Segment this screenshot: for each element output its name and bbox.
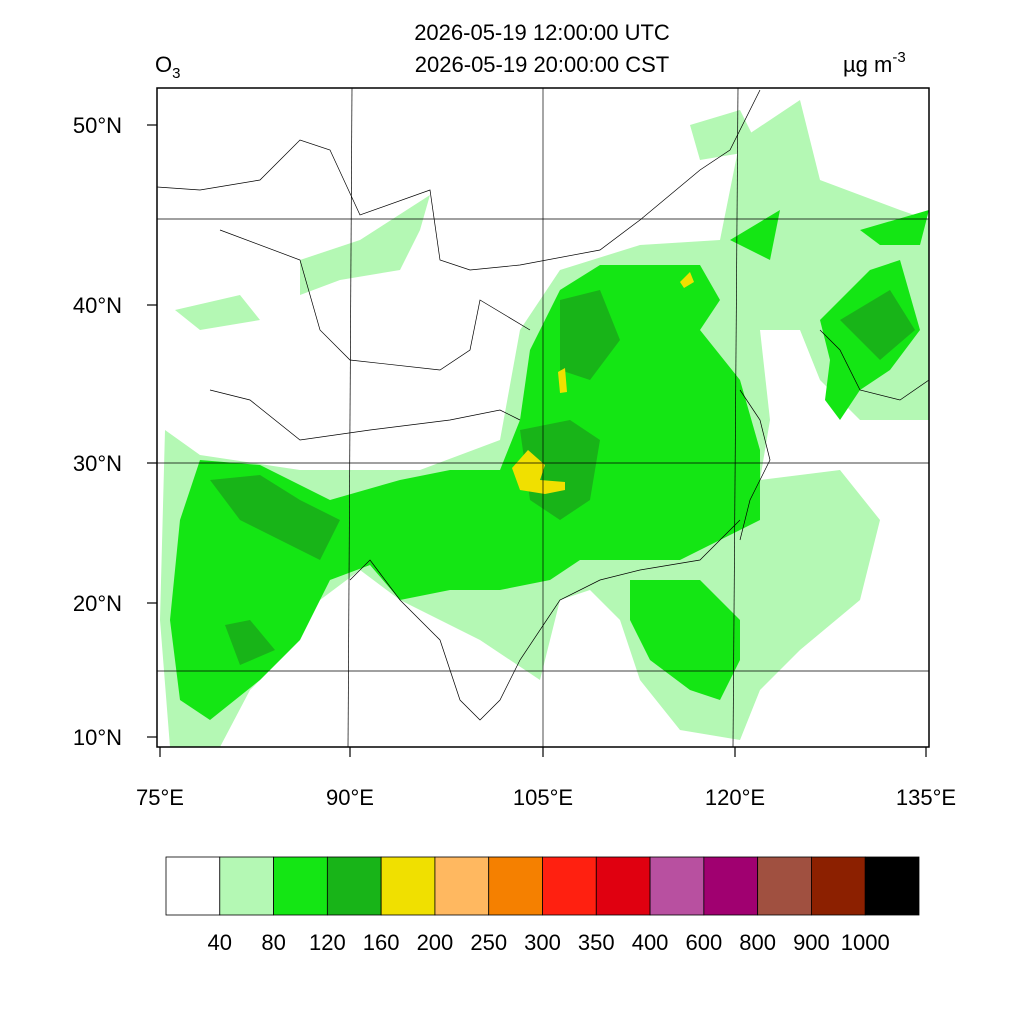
colorbar-swatch [165, 856, 221, 916]
colorbar-level: 300 [524, 930, 561, 955]
colorbar-swatch [757, 856, 812, 916]
unit: µg m [843, 52, 892, 77]
lon-label: 105°E [513, 785, 573, 810]
colorbar-swatch [864, 856, 920, 916]
map-area [157, 88, 929, 747]
colorbar-swatch [219, 856, 274, 916]
lat-label: 20°N [73, 591, 122, 616]
lon-label: 90°E [326, 785, 374, 810]
lat-label: 50°N [73, 113, 122, 138]
colorbar-level: 40 [208, 930, 232, 955]
lon-label: 135°E [896, 785, 956, 810]
lat-label: 10°N [73, 725, 122, 750]
colorbar-swatch [703, 856, 759, 916]
variable-subscript: 3 [172, 65, 180, 82]
colorbar-level: 800 [739, 930, 776, 955]
colorbar-level: 200 [417, 930, 454, 955]
colorbar-swatch [326, 856, 382, 916]
title-utc: 2026-05-19 12:00:00 UTC [414, 20, 670, 45]
colorbar-swatch [434, 856, 490, 916]
unit-exponent: -3 [892, 49, 905, 66]
lon-label: 120°E [705, 785, 765, 810]
variable-label: O3 [155, 52, 180, 82]
variable: O [155, 52, 172, 77]
lat-label: 40°N [73, 293, 122, 318]
lat-label: 30°N [73, 451, 122, 476]
lon-label: 75°E [136, 785, 184, 810]
colorbar: 40 80 120 160 200 250 300 350 400 600 800 900 1000 [165, 856, 920, 955]
colorbar-level: 900 [793, 930, 830, 955]
colorbar-level: 250 [470, 930, 507, 955]
colorbar-swatch [488, 856, 543, 916]
colorbar-swatch [811, 856, 866, 916]
colorbar-swatch [595, 856, 651, 916]
field-40-80 [175, 110, 760, 330]
colorbar-level: 80 [261, 930, 285, 955]
colorbar-level: 1000 [841, 930, 890, 955]
colorbar-swatch [380, 856, 436, 916]
grid-line [347, 88, 353, 747]
colorbar-level: 600 [685, 930, 722, 955]
colorbar-level: 120 [309, 930, 346, 955]
axis-ticks: 50°N 40°N 30°N 20°N 10°N 75°E 90°E 105°E 120°E 13… [73, 113, 956, 810]
colorbar-level: 350 [578, 930, 615, 955]
field-160-200 [512, 272, 694, 494]
colorbar-level: 400 [632, 930, 669, 955]
boundaries [157, 89, 929, 721]
colorbar-swatch [273, 856, 328, 916]
field-120-160 [210, 290, 915, 665]
colorbar-swatch [649, 856, 705, 916]
colorbar-level: 160 [363, 930, 400, 955]
colorbar-swatch [542, 856, 597, 916]
unit-label: µg m-3 [843, 49, 906, 77]
title-cst: 2026-05-19 20:00:00 CST [415, 52, 669, 77]
field-80-120 [170, 265, 760, 720]
grid-line [732, 88, 739, 747]
